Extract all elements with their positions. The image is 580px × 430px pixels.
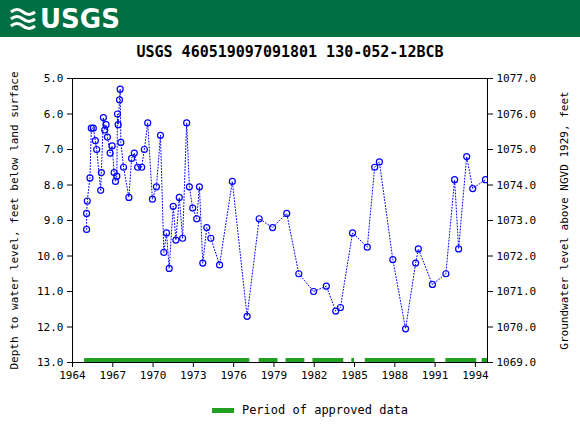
svg-text:1991: 1991 — [422, 369, 449, 382]
svg-text:1069.0: 1069.0 — [497, 356, 537, 369]
svg-text:1982: 1982 — [301, 369, 328, 382]
svg-text:1967: 1967 — [100, 369, 127, 382]
svg-text:1973: 1973 — [180, 369, 207, 382]
svg-text:9.0: 9.0 — [44, 214, 64, 227]
svg-text:8.0: 8.0 — [44, 179, 64, 192]
svg-text:1074.0: 1074.0 — [497, 179, 537, 192]
svg-text:1077.0: 1077.0 — [497, 72, 537, 85]
svg-text:1071.0: 1071.0 — [497, 285, 537, 298]
svg-text:Groundwater level above NGVD 1: Groundwater level above NGVD 1929, feet — [558, 91, 571, 349]
svg-text:1976: 1976 — [220, 369, 247, 382]
svg-text:1073.0: 1073.0 — [497, 214, 537, 227]
svg-text:1994: 1994 — [462, 369, 489, 382]
html-text:USGS: USGS — [40, 3, 120, 34]
svg-text:1075.0: 1075.0 — [497, 143, 537, 156]
svg-text:13.0: 13.0 — [37, 356, 64, 369]
svg-text:12.0: 12.0 — [37, 321, 64, 334]
svg-text:1970: 1970 — [140, 369, 167, 382]
svg-text:1988: 1988 — [382, 369, 409, 382]
svg-text:1979: 1979 — [261, 369, 288, 382]
svg-text:1076.0: 1076.0 — [497, 108, 537, 121]
svg-text:1070.0: 1070.0 — [497, 321, 537, 334]
html-text:USGS 460519097091801 130-052-1: USGS 460519097091801 130-052-12BCB — [136, 43, 444, 61]
svg-text:1072.0: 1072.0 — [497, 250, 537, 263]
svg-text:Depth to water level, feet bel: Depth to water level, feet below land su… — [8, 71, 21, 369]
svg-text:6.0: 6.0 — [44, 108, 64, 121]
svg-text:1964: 1964 — [59, 369, 86, 382]
html-text:Period of approved data: Period of approved data — [241, 403, 409, 417]
svg-text:10.0: 10.0 — [37, 250, 64, 263]
svg-text:5.0: 5.0 — [44, 72, 64, 85]
svg-text:1985: 1985 — [341, 369, 368, 382]
svg-text:7.0: 7.0 — [44, 143, 64, 156]
svg-text:11.0: 11.0 — [37, 285, 64, 298]
